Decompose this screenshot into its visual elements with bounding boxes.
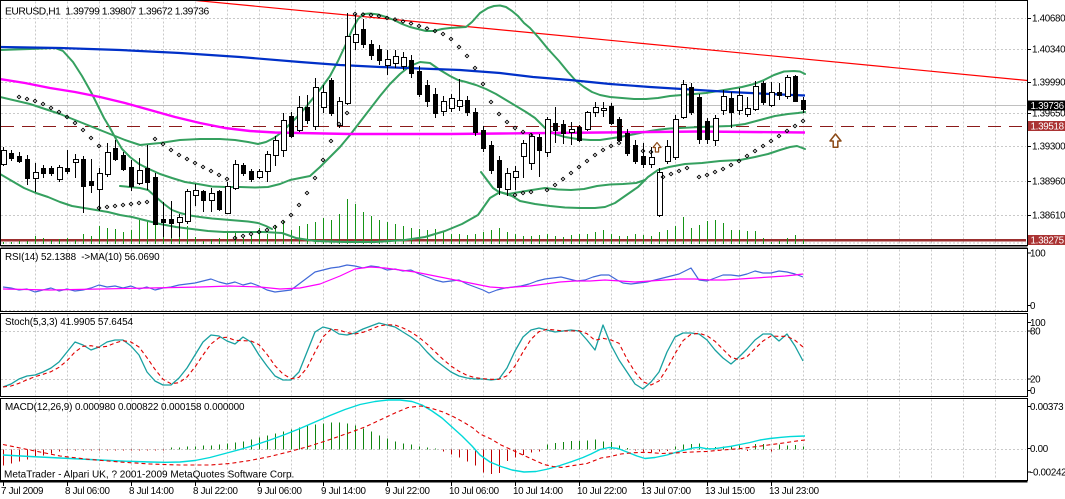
svg-text:0.00373: 0.00373 xyxy=(1030,402,1064,413)
svg-text:1.39650: 1.39650 xyxy=(1032,109,1065,120)
svg-text:1.38275: 1.38275 xyxy=(1031,235,1065,246)
svg-text:10 Jul 22:00: 10 Jul 22:00 xyxy=(577,486,628,497)
svg-text:7 Jul 2009: 7 Jul 2009 xyxy=(1,486,43,497)
svg-text:EURUSD,H1 1.39799 1.39807 1.3: EURUSD,H1 1.39799 1.39807 1.39672 1.3973… xyxy=(5,7,210,18)
svg-text:1.38960: 1.38960 xyxy=(1032,177,1065,188)
svg-text:9 Jul 14:00: 9 Jul 14:00 xyxy=(321,486,366,497)
svg-text:1.40680: 1.40680 xyxy=(1032,14,1065,25)
svg-text:13 Jul 15:00: 13 Jul 15:00 xyxy=(705,486,756,497)
svg-text:1.39300: 1.39300 xyxy=(1032,142,1065,153)
svg-text:9 Jul 06:00: 9 Jul 06:00 xyxy=(257,486,302,497)
svg-text:MetaTrader - Alpari UK, ? 2001: MetaTrader - Alpari UK, ? 2001-2009 Meta… xyxy=(4,470,294,481)
svg-text:8 Jul 22:00: 8 Jul 22:00 xyxy=(193,486,238,497)
svg-text:1.39990: 1.39990 xyxy=(1032,78,1065,89)
svg-text:13 Jul 23:00: 13 Jul 23:00 xyxy=(769,486,820,497)
svg-text:20: 20 xyxy=(1030,374,1041,385)
svg-text:8 Jul 14:00: 8 Jul 14:00 xyxy=(129,486,174,497)
svg-text:9 Jul 22:00: 9 Jul 22:00 xyxy=(385,486,430,497)
svg-text:-0.00242: -0.00242 xyxy=(1030,467,1065,478)
svg-text:10 Jul 14:00: 10 Jul 14:00 xyxy=(513,486,564,497)
svg-text:0: 0 xyxy=(1030,386,1036,397)
svg-text:Stoch(5,3,3) 41.9905 57.6454: Stoch(5,3,3) 41.9905 57.6454 xyxy=(5,317,133,328)
svg-text:13 Jul 07:00: 13 Jul 07:00 xyxy=(641,486,692,497)
svg-text:0.00: 0.00 xyxy=(1030,444,1049,455)
svg-text:0: 0 xyxy=(1030,301,1036,312)
svg-text:8 Jul 06:00: 8 Jul 06:00 xyxy=(65,486,110,497)
svg-text:1.39736: 1.39736 xyxy=(1031,101,1065,112)
svg-text:1.38610: 1.38610 xyxy=(1032,211,1065,222)
svg-text:1.40340: 1.40340 xyxy=(1032,45,1065,56)
svg-text:1.39518: 1.39518 xyxy=(1031,121,1065,132)
svg-text:MACD(12,26,9) 0.000980 0.00082: MACD(12,26,9) 0.000980 0.000822 0.000158… xyxy=(5,402,245,413)
svg-text:80: 80 xyxy=(1030,326,1041,337)
svg-text:10 Jul 06:00: 10 Jul 06:00 xyxy=(449,486,500,497)
svg-text:RSI(14) 52.1388 ->MA(10) 56.0: RSI(14) 52.1388 ->MA(10) 56.0690 xyxy=(5,252,160,263)
svg-text:100: 100 xyxy=(1030,248,1046,259)
svg-text:100: 100 xyxy=(1030,318,1046,329)
